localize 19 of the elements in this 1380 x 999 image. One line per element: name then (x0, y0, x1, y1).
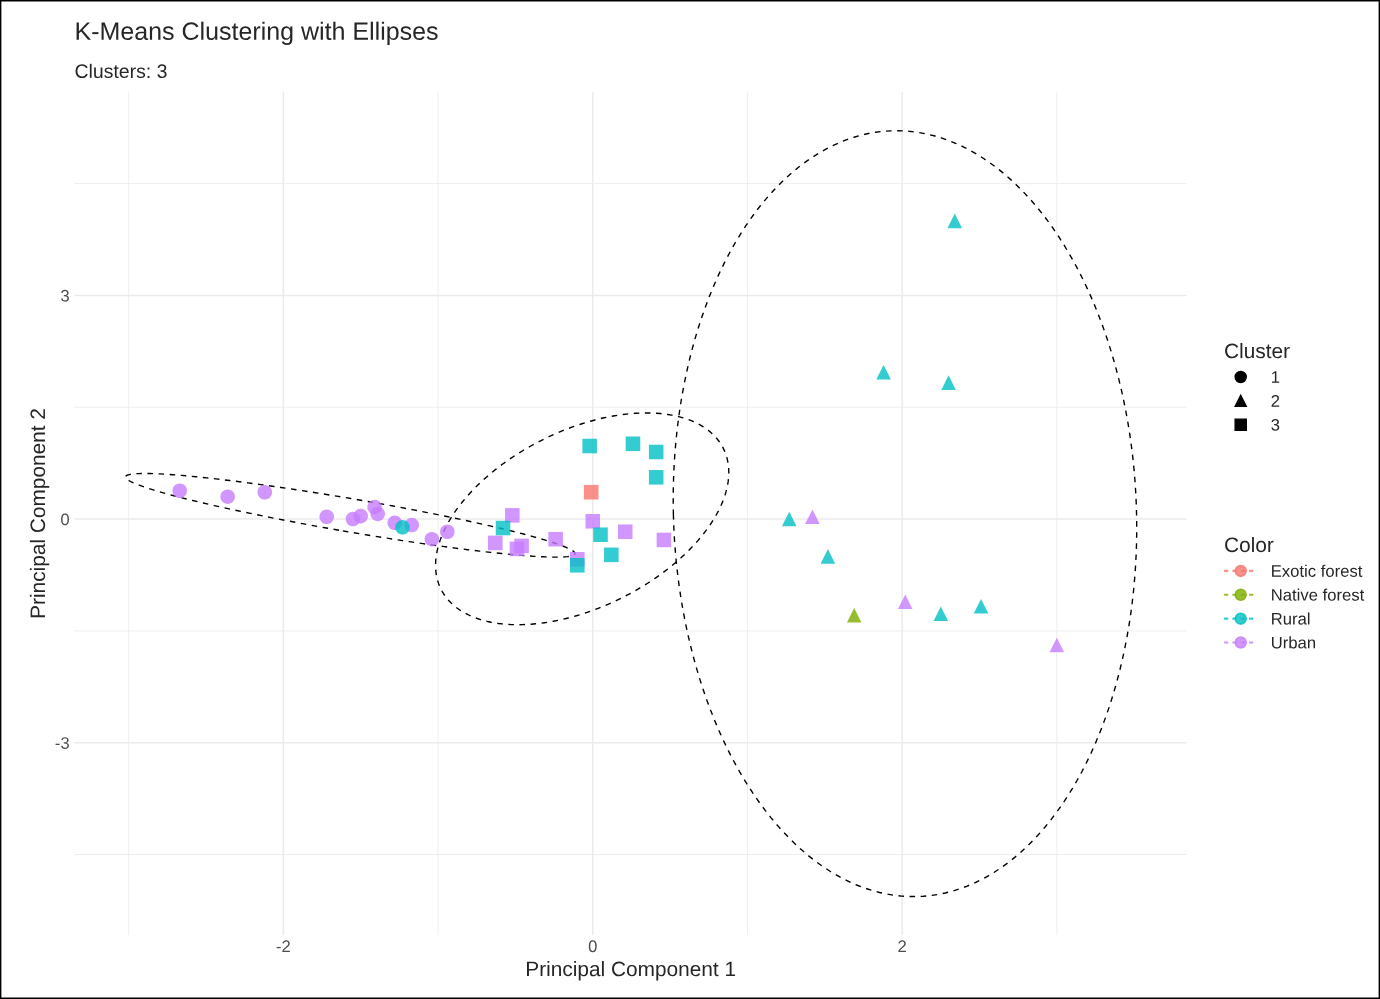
legend-label: Native forest (1272, 588, 1365, 601)
y-tick-label: 0 (61, 513, 70, 526)
y-axis-title: Principal Component 2 (29, 409, 50, 618)
x-tick-label: 0 (588, 940, 597, 953)
chart-subtitle: Clusters: 3 (75, 63, 167, 79)
chart-title: K-Means Clustering with Ellipses (76, 21, 438, 45)
x-tick-label: -2 (276, 940, 290, 952)
legend-label: Urban (1272, 636, 1316, 649)
text: Cluster (1225, 342, 1290, 359)
x-tick-label: 2 (898, 940, 906, 952)
legend-label: 1 (1271, 371, 1280, 383)
legend-label: Rural (1272, 612, 1310, 625)
legend-label: 2 (1271, 395, 1280, 407)
text: Color (1225, 536, 1274, 553)
y-tick-label: 3 (61, 289, 69, 302)
y-tick-label: -3 (55, 737, 69, 749)
legend-label: Exotic forest (1272, 564, 1363, 577)
legend-label: 3 (1271, 418, 1280, 431)
x-axis-title: Principal Component 1 (526, 961, 736, 981)
